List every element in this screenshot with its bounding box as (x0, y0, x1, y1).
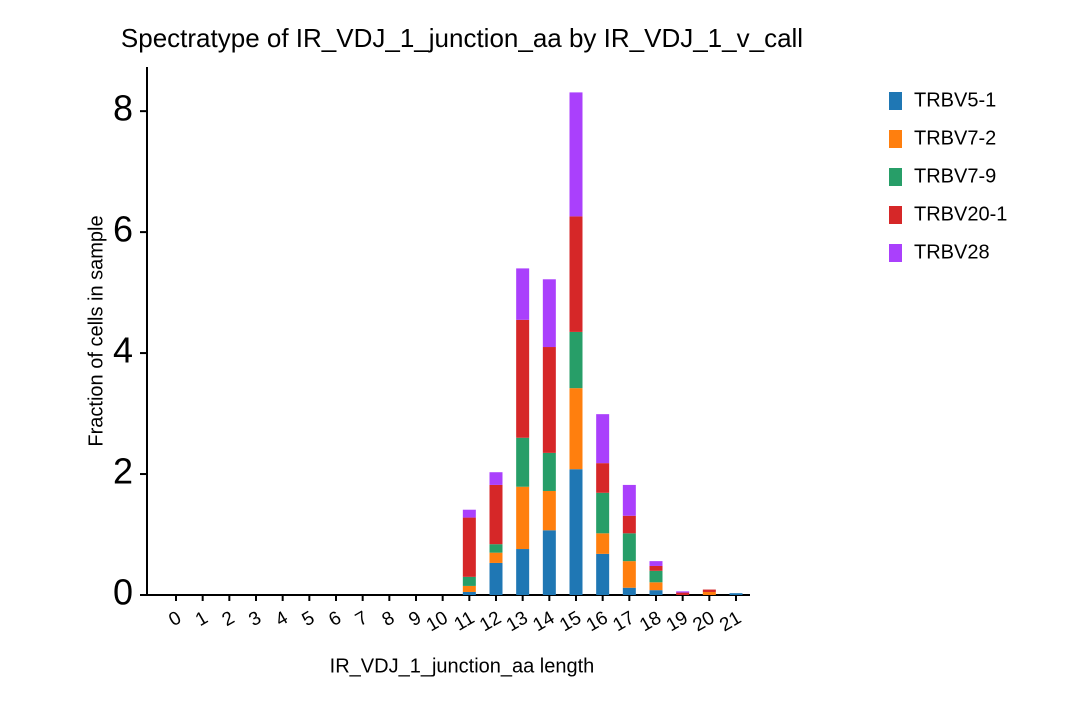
x-tick-label: 4 (272, 607, 292, 631)
bar-segment (542, 452, 556, 491)
bar-segment (676, 592, 690, 595)
x-tick-label: 1 (192, 607, 212, 630)
x-tick-label: 11 (451, 607, 479, 635)
legend-swatch (889, 244, 902, 262)
bar-segment (596, 414, 610, 464)
bar-segment (462, 585, 476, 592)
x-tick-label: 15 (556, 607, 585, 636)
bar-segment (622, 587, 636, 595)
bar-segment (649, 565, 663, 571)
x-tick-label: 13 (503, 607, 532, 636)
bar-segment (596, 492, 610, 534)
y-axis-label: Fraction of cells in sample (85, 215, 107, 446)
bar-segment (596, 533, 610, 554)
y-tick-label: 4 (113, 330, 133, 371)
bar-segment (516, 268, 530, 320)
bar-segment (516, 549, 530, 595)
chart-title: Spectratype of IR_VDJ_1_junction_aa by I… (121, 23, 803, 53)
x-tick-label: 18 (636, 607, 665, 636)
bar-segment (676, 591, 690, 593)
bar-segment (542, 279, 556, 348)
x-tick-label: 8 (379, 607, 399, 630)
bar-segment (516, 437, 530, 487)
x-tick-label: 3 (245, 607, 265, 630)
bar-segment (569, 388, 583, 470)
y-tick-label: 6 (113, 209, 133, 250)
y-tick-label: 2 (113, 451, 133, 492)
bar-segment (622, 561, 636, 588)
bar-segment (649, 561, 663, 566)
bar-segment (462, 576, 476, 586)
bar-segment (702, 591, 716, 595)
bar-segment (596, 463, 610, 493)
legend-label: TRBV5-1 (914, 89, 996, 111)
x-tick-label: 9 (405, 607, 425, 630)
x-tick-label: 10 (423, 607, 452, 636)
bar-segment (649, 590, 663, 595)
legend-swatch (889, 130, 902, 148)
bar-segment (489, 552, 503, 563)
x-axis-label: IR_VDJ_1_junction_aa length (330, 655, 595, 677)
x-tick-label: 20 (690, 607, 719, 636)
bar-segment (729, 593, 743, 595)
bar-segment (462, 509, 476, 518)
legend-label: TRBV20-1 (914, 203, 1007, 225)
bar-segment (489, 472, 503, 485)
x-tick-label: 16 (583, 607, 612, 636)
legend-label: TRBV7-2 (914, 127, 996, 149)
bar-segment (622, 484, 636, 516)
x-tick-label: 12 (476, 607, 505, 636)
bar-segment (569, 331, 583, 389)
bar-segment (462, 591, 476, 595)
legend-swatch (889, 206, 902, 224)
bar-segment (542, 490, 556, 531)
bar-segment (569, 469, 583, 595)
bar-segment (622, 533, 636, 562)
x-tick-label: 19 (663, 607, 692, 636)
bar-segment (569, 216, 583, 332)
legend-swatch (889, 92, 902, 110)
y-tick-label: 0 (113, 572, 133, 613)
bar-segment (462, 517, 476, 577)
bar-segment (649, 582, 663, 591)
x-tick-label: 21 (716, 607, 745, 636)
bar-segment (542, 530, 556, 595)
bar-segment (596, 553, 610, 595)
bar-segment (622, 515, 636, 534)
bar-segment (702, 589, 716, 592)
x-tick-label: 5 (299, 607, 319, 630)
legend-label: TRBV28 (914, 241, 990, 263)
x-tick-label: 2 (219, 607, 239, 630)
bar-segment (542, 347, 556, 453)
x-tick-label: 14 (530, 607, 559, 636)
legend-swatch (889, 168, 902, 186)
bar-segment (489, 544, 503, 553)
bar-segment (569, 92, 583, 217)
legend-label: TRBV7-9 (914, 165, 996, 187)
bar-segment (489, 484, 503, 545)
x-tick-label: 7 (352, 607, 372, 630)
bar-segment (649, 570, 663, 583)
bar-segment (516, 319, 530, 438)
y-tick-label: 8 (113, 88, 133, 129)
bar-segment (489, 562, 503, 595)
x-tick-label: 6 (325, 607, 345, 630)
bar-segment (516, 486, 530, 550)
x-tick-label: 0 (165, 607, 185, 630)
x-tick-label: 17 (610, 607, 639, 636)
